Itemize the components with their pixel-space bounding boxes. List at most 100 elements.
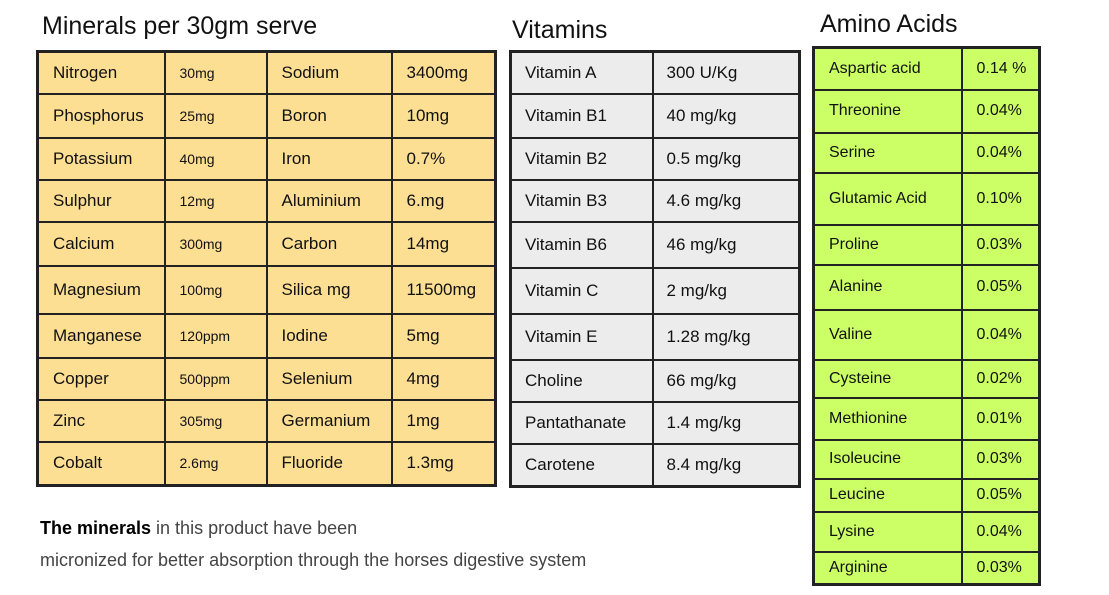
mineral-amount-cell: 100mg (163, 264, 268, 315)
mineral-amount-cell: 11500mg (390, 264, 497, 315)
vitamin-amount-cell: 2 mg/kg (651, 266, 801, 315)
mineral-name-cell: Magnesium (36, 264, 166, 315)
amino-acid-percent-cell: 0.03% (960, 438, 1041, 480)
mineral-name-cell: Carbon (265, 220, 393, 267)
vitamin-row: Vitamin B3 4.6 mg/kg (509, 178, 801, 223)
amino-acid-row: Cysteine 0.02% (812, 358, 1041, 399)
mineral-name-cell: Sodium (265, 50, 393, 95)
amino-acid-name-cell: Isoleucine (812, 438, 963, 480)
vitamin-amount-cell: 1.4 mg/kg (651, 400, 801, 445)
vitamin-amount-cell: 0.5 mg/kg (651, 136, 801, 181)
mineral-amount-cell: 10mg (390, 92, 497, 139)
vitamin-name-cell: Vitamin B6 (509, 220, 654, 269)
mineral-name-cell: Iodine (265, 312, 393, 359)
amino-acid-percent-cell: 0.10% (960, 171, 1041, 226)
mineral-name-cell: Manganese (36, 312, 166, 359)
vitamin-amount-cell: 4.6 mg/kg (651, 178, 801, 223)
amino-acid-name-cell: Proline (812, 223, 963, 266)
mineral-row: Manganese 120ppm Iodine 5mg (36, 312, 497, 359)
vitamin-row: Pantathanate 1.4 mg/kg (509, 400, 801, 445)
amino-acid-row: Proline 0.03% (812, 223, 1041, 266)
vitamins-table: Vitamin A 300 U/Kg Vitamin B1 40 mg/kg Vitam… (509, 50, 801, 488)
amino-acid-row: Methionine 0.01% (812, 396, 1041, 441)
vitamin-name-cell: Vitamin B1 (509, 92, 654, 139)
amino-acid-name-cell: Arginine (812, 550, 963, 586)
amino-acid-row: Arginine 0.03% (812, 550, 1041, 586)
vitamin-amount-cell: 300 U/Kg (651, 50, 801, 95)
minerals-title: Minerals per 30gm serve (42, 12, 318, 40)
vitamin-amount-cell: 8.4 mg/kg (651, 442, 801, 488)
amino-acid-percent-cell: 0.04% (960, 510, 1041, 553)
mineral-row: Nitrogen 30mg Sodium 3400mg (36, 50, 497, 95)
amino-acid-row: Aspartic acid 0.14 % (812, 46, 1041, 91)
mineral-name-cell: Silica mg (265, 264, 393, 315)
mineral-row: Copper 500ppm Selenium 4mg (36, 356, 497, 401)
mineral-name-cell: Boron (265, 92, 393, 139)
amino-acid-name-cell: Cysteine (812, 358, 963, 399)
amino-acid-percent-cell: 0.14 % (960, 46, 1041, 91)
mineral-name-cell: Potassium (36, 136, 166, 181)
mineral-row: Zinc 305mg Germanium 1mg (36, 398, 497, 443)
vitamin-amount-cell: 46 mg/kg (651, 220, 801, 269)
amino-acid-name-cell: Aspartic acid (812, 46, 963, 91)
amino-acid-row: Serine 0.04% (812, 131, 1041, 174)
mineral-amount-cell: 2.6mg (163, 440, 268, 487)
mineral-amount-cell: 3400mg (390, 50, 497, 95)
vitamin-name-cell: Choline (509, 358, 654, 403)
minerals-table: Nitrogen 30mg Sodium 3400mg Phosphorus 25mg Bo… (36, 50, 497, 487)
amino-acid-row: Lysine 0.04% (812, 510, 1041, 553)
mineral-amount-cell: 1.3mg (390, 440, 497, 487)
amino-acid-percent-cell: 0.01% (960, 396, 1041, 441)
amino-acid-percent-cell: 0.03% (960, 550, 1041, 586)
mineral-amount-cell: 12mg (163, 178, 268, 223)
vitamin-row: Choline 66 mg/kg (509, 358, 801, 403)
vitamin-name-cell: Carotene (509, 442, 654, 488)
vitamin-row: Vitamin B6 46 mg/kg (509, 220, 801, 269)
amino-acids-table: Aspartic acid 0.14 % Threonine 0.04% Serine 0… (812, 46, 1041, 586)
minerals-note-line-1: The minerals in this product have been (40, 518, 357, 539)
mineral-amount-cell: 120ppm (163, 312, 268, 359)
amino-acid-name-cell: Glutamic Acid (812, 171, 963, 226)
minerals-note-bold: The minerals (40, 518, 152, 538)
mineral-name-cell: Aluminium (265, 178, 393, 223)
vitamin-amount-cell: 1.28 mg/kg (651, 312, 801, 361)
vitamin-amount-cell: 66 mg/kg (651, 358, 801, 403)
mineral-name-cell: Copper (36, 356, 166, 401)
vitamin-name-cell: Vitamin E (509, 312, 654, 361)
mineral-name-cell: Phosphorus (36, 92, 166, 139)
amino-acid-name-cell: Lysine (812, 510, 963, 553)
amino-acid-name-cell: Alanine (812, 263, 963, 311)
mineral-name-cell: Selenium (265, 356, 393, 401)
mineral-name-cell: Calcium (36, 220, 166, 267)
amino-acid-percent-cell: 0.05% (960, 477, 1041, 513)
amino-acid-percent-cell: 0.02% (960, 358, 1041, 399)
amino-acid-percent-cell: 0.04% (960, 308, 1041, 361)
mineral-amount-cell: 4mg (390, 356, 497, 401)
vitamin-name-cell: Vitamin B3 (509, 178, 654, 223)
vitamin-row: Vitamin A 300 U/Kg (509, 50, 801, 95)
mineral-row: Calcium 300mg Carbon 14mg (36, 220, 497, 267)
mineral-amount-cell: 25mg (163, 92, 268, 139)
vitamin-row: Vitamin B1 40 mg/kg (509, 92, 801, 139)
minerals-note-line-2: micronized for better absorption through… (40, 550, 587, 570)
amino-acid-name-cell: Methionine (812, 396, 963, 441)
amino-acid-row: Isoleucine 0.03% (812, 438, 1041, 480)
mineral-amount-cell: 0.7% (390, 136, 497, 181)
minerals-note-rest: in this product have been (151, 518, 358, 538)
mineral-amount-cell: 6.mg (390, 178, 497, 223)
mineral-name-cell: Sulphur (36, 178, 166, 223)
amino-acid-percent-cell: 0.03% (960, 223, 1041, 266)
mineral-amount-cell: 14mg (390, 220, 497, 267)
amino-acid-name-cell: Valine (812, 308, 963, 361)
amino-acid-row: Glutamic Acid 0.10% (812, 171, 1041, 226)
vitamin-name-cell: Vitamin B2 (509, 136, 654, 181)
mineral-name-cell: Zinc (36, 398, 166, 443)
vitamin-name-cell: Vitamin C (509, 266, 654, 315)
amino-acid-name-cell: Serine (812, 131, 963, 174)
amino-acid-name-cell: Leucine (812, 477, 963, 513)
mineral-row: Sulphur 12mg Aluminium 6.mg (36, 178, 497, 223)
mineral-amount-cell: 30mg (163, 50, 268, 95)
amino-acid-row: Threonine 0.04% (812, 88, 1041, 134)
amino-acid-row: Alanine 0.05% (812, 263, 1041, 311)
